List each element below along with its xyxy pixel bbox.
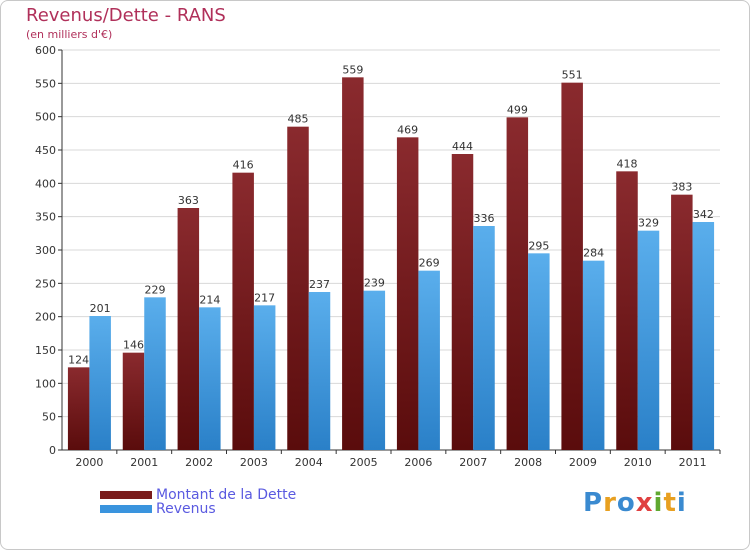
bar-revenus [473, 226, 495, 450]
data-label: 201 [90, 302, 111, 315]
logo-letter: i [676, 488, 687, 518]
y-tick-label: 450 [35, 144, 56, 157]
data-label: 284 [583, 247, 604, 260]
data-label: 485 [288, 113, 309, 126]
bar-dette [671, 194, 693, 450]
bar-revenus [692, 222, 715, 450]
data-label: 469 [397, 123, 418, 136]
bar-revenus [253, 305, 276, 450]
legend-swatch-dette [100, 491, 152, 499]
data-label: 416 [233, 159, 254, 172]
bar-dette [122, 352, 145, 450]
y-tick-label: 150 [35, 344, 56, 357]
logo-letter: x [635, 488, 654, 518]
logo-letter: o [616, 488, 636, 518]
x-tick-label: 2003 [240, 456, 268, 469]
data-label: 329 [638, 217, 659, 230]
bar-dette [342, 77, 364, 450]
chart-subtitle: (en milliers d'€) [26, 28, 113, 41]
bar-dette [396, 137, 419, 451]
data-label: 295 [528, 239, 549, 252]
y-tick-label: 250 [35, 277, 56, 290]
x-tick-label: 2001 [130, 456, 158, 469]
bar-dette [451, 154, 474, 450]
bar-revenus [582, 260, 605, 450]
data-label: 239 [364, 277, 385, 290]
bar-dette [232, 172, 254, 450]
y-tick-label: 350 [35, 211, 56, 224]
bar-dette [67, 367, 90, 450]
bar-revenus [418, 270, 440, 450]
bar-revenus [637, 230, 660, 450]
x-tick-label: 2006 [404, 456, 432, 469]
logo-letter: P [583, 488, 604, 518]
y-tick-label: 550 [35, 77, 56, 90]
y-tick-label: 500 [35, 111, 56, 124]
data-label: 237 [309, 278, 330, 291]
y-tick-label: 600 [35, 44, 56, 57]
y-tick-label: 200 [35, 311, 56, 324]
logo-letter: r [603, 488, 617, 518]
data-label: 418 [617, 157, 638, 170]
legend-item-revenus: Revenus [100, 501, 216, 517]
x-tick-label: 2004 [295, 456, 323, 469]
logo-letter: t [663, 488, 677, 518]
legend-label-revenus: Revenus [156, 501, 216, 517]
data-label: 559 [342, 63, 363, 76]
data-label: 551 [562, 69, 583, 82]
data-label: 499 [507, 103, 528, 116]
data-label: 336 [474, 212, 495, 225]
chart-title: Revenus/Dette - RANS [26, 5, 226, 26]
bar-revenus [89, 316, 111, 450]
bar-dette [561, 82, 583, 451]
proxiti-logo: Proxiti [583, 488, 687, 518]
data-label: 269 [419, 257, 440, 270]
bar-dette [287, 126, 309, 451]
x-tick-label: 2011 [679, 456, 707, 469]
x-tick-label: 2000 [75, 456, 103, 469]
logo-letter: i [653, 488, 664, 518]
bar-dette [506, 117, 529, 450]
bar-revenus [528, 253, 550, 450]
y-tick-label: 100 [35, 377, 56, 390]
x-tick-label: 2010 [624, 456, 652, 469]
data-label: 124 [68, 353, 89, 366]
data-label: 342 [693, 208, 714, 221]
x-tick-label: 2009 [569, 456, 597, 469]
bar-dette [616, 171, 638, 451]
bar-revenus [308, 292, 331, 450]
legend-item-dette: Montant de la Dette [100, 487, 296, 503]
y-tick-label: 50 [42, 411, 56, 424]
x-tick-label: 2008 [514, 456, 542, 469]
data-label: 229 [145, 283, 166, 296]
data-label: 146 [123, 339, 144, 352]
x-tick-label: 2005 [350, 456, 378, 469]
x-tick-label: 2002 [185, 456, 213, 469]
legend-label-dette: Montant de la Dette [156, 487, 297, 503]
bar-revenus [363, 290, 386, 450]
bar-revenus [199, 307, 221, 450]
data-label: 217 [254, 291, 275, 304]
y-tick-label: 300 [35, 244, 56, 257]
y-tick-label: 400 [35, 177, 56, 190]
bar-dette [177, 208, 200, 450]
bar-revenus [144, 297, 166, 450]
data-label: 383 [671, 181, 692, 194]
x-tick-label: 2007 [459, 456, 487, 469]
legend-swatch-revenus [100, 505, 152, 513]
data-label: 363 [178, 194, 199, 207]
data-label: 444 [452, 140, 473, 153]
data-label: 214 [199, 293, 220, 306]
y-tick-label: 0 [49, 444, 56, 457]
